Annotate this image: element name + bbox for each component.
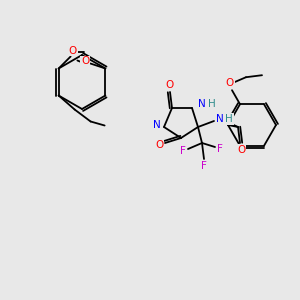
Text: O: O: [81, 56, 89, 67]
Text: H: H: [208, 99, 216, 109]
Text: F: F: [201, 161, 207, 171]
Text: N: N: [153, 120, 161, 130]
Text: O: O: [226, 78, 234, 88]
Text: F: F: [217, 144, 223, 154]
Text: N: N: [216, 114, 224, 124]
Text: H: H: [225, 114, 233, 124]
Text: F: F: [180, 146, 186, 156]
Text: O: O: [237, 145, 245, 155]
Text: O: O: [68, 46, 77, 56]
Text: N: N: [198, 99, 206, 109]
Text: O: O: [166, 80, 174, 90]
Text: O: O: [155, 140, 163, 150]
